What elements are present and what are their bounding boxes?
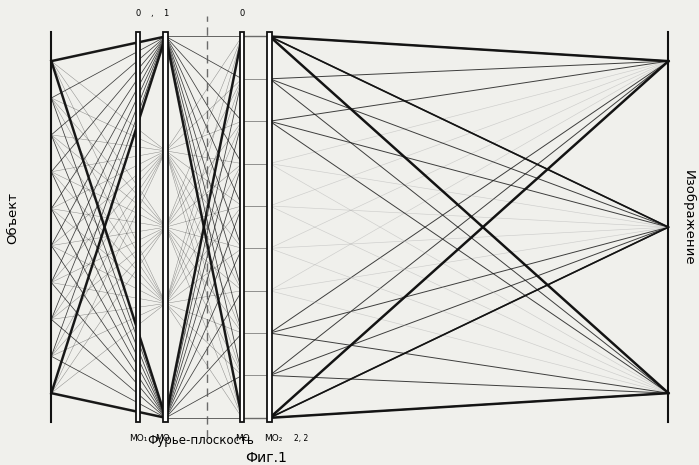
Text: ,: , [150, 9, 153, 19]
Text: Изображение: Изображение [682, 170, 694, 266]
Bar [136, 32, 140, 422]
Text: 0: 0 [136, 9, 140, 19]
Text: 0: 0 [239, 9, 245, 19]
Text: МО₁: МО₁ [129, 433, 147, 443]
Text: МО: МО [155, 433, 170, 443]
Text: 1: 1 [163, 9, 168, 19]
Bar [240, 32, 245, 422]
Text: МО₂: МО₂ [264, 433, 282, 443]
Text: 2, 2: 2, 2 [294, 433, 308, 443]
Text: МО: МО [235, 433, 250, 443]
Text: Фиг.1: Фиг.1 [245, 451, 287, 465]
Bar [267, 32, 272, 422]
Bar [164, 32, 168, 422]
Text: Объект: Объект [7, 192, 20, 244]
Text: Фурье-плоскость: Фурье-плоскость [147, 434, 254, 447]
